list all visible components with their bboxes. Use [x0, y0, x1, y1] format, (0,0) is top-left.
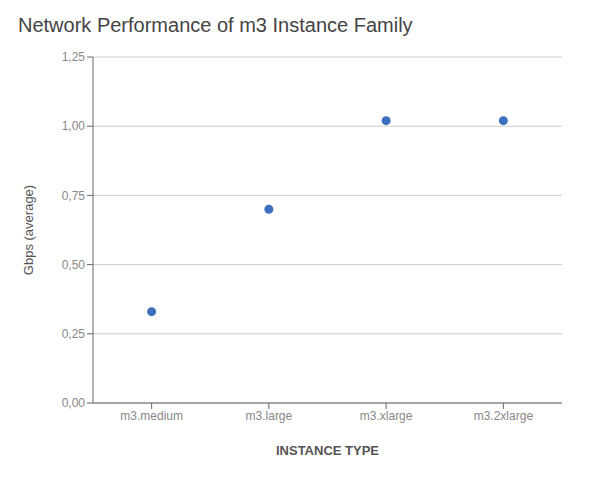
svg-text:0,00: 0,00 — [62, 396, 86, 410]
svg-text:m3.xlarge: m3.xlarge — [360, 409, 413, 423]
svg-text:Gbps (average): Gbps (average) — [21, 185, 36, 275]
svg-text:m3.2xlarge: m3.2xlarge — [474, 409, 534, 423]
svg-text:m3.large: m3.large — [246, 409, 293, 423]
svg-text:1,25: 1,25 — [62, 50, 86, 64]
svg-text:0,25: 0,25 — [62, 327, 86, 341]
svg-text:0,75: 0,75 — [62, 189, 86, 203]
svg-text:0,50: 0,50 — [62, 258, 86, 272]
svg-text:m3.medium: m3.medium — [120, 409, 183, 423]
svg-text:1,00: 1,00 — [62, 119, 86, 133]
svg-text:INSTANCE TYPE: INSTANCE TYPE — [276, 443, 379, 458]
html-text:Network Performance of m3 Inst: Network Performance of m3 Instance Famil… — [18, 14, 413, 36]
